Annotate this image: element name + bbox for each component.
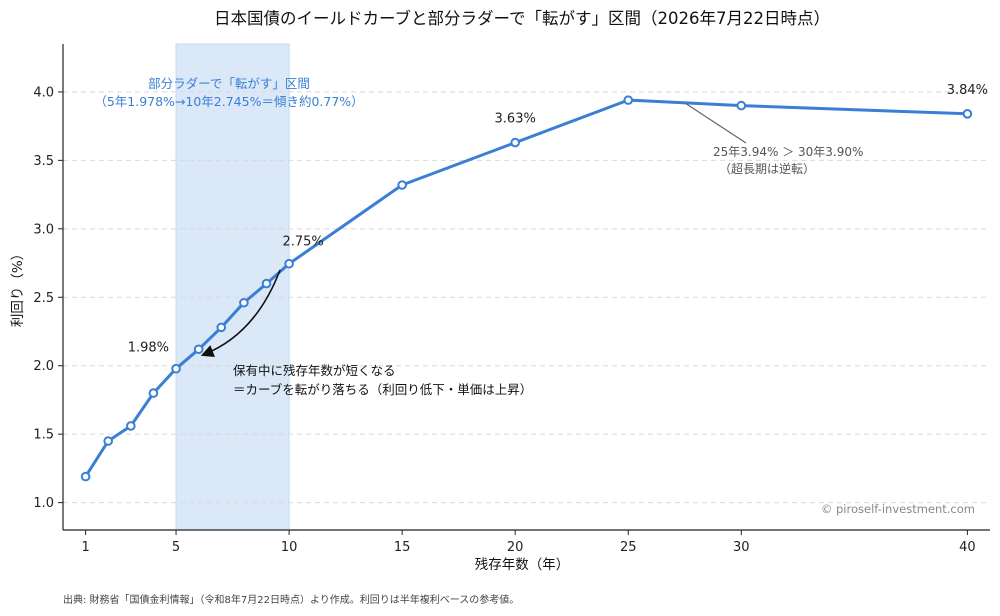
watermark: © piroself-investment.com bbox=[821, 502, 975, 516]
y-tick-label: 3.0 bbox=[33, 222, 54, 237]
shaded-region-label-line1: 部分ラダーで「転がす」区間 bbox=[148, 76, 310, 91]
data-point bbox=[193, 344, 204, 355]
x-tick-label: 5 bbox=[172, 540, 180, 555]
data-point bbox=[962, 109, 973, 119]
y-tick-label: 2.0 bbox=[33, 359, 54, 374]
ladder-shaded-region bbox=[175, 43, 290, 531]
rolldown-annotation-line1: 保有中に残存年数が短くなる bbox=[233, 363, 396, 378]
data-point bbox=[736, 100, 747, 111]
x-axis-ticks: 1 5 10 15 20 25 30 40 bbox=[81, 530, 976, 555]
shaded-region-label-line2: （5年1.978%→10年2.745%＝傾き約0.77%） bbox=[94, 94, 363, 109]
data-point bbox=[397, 180, 407, 190]
chart-title: 日本国債のイールドカーブと部分ラダーで「転がす」区間（2026年7月22日時点） bbox=[214, 8, 830, 28]
point-labels: 1.98% 2.75% 3.63% 3.84% bbox=[128, 83, 988, 356]
inversion-annotation-line2: （超長期は逆転） bbox=[719, 161, 815, 176]
point-label: 2.75% bbox=[282, 235, 323, 250]
y-tick-label: 1.0 bbox=[33, 496, 54, 511]
data-point bbox=[623, 95, 634, 105]
x-tick-label: 15 bbox=[394, 540, 411, 555]
y-tick-label: 2.5 bbox=[33, 291, 54, 306]
x-tick-label: 30 bbox=[733, 540, 750, 555]
data-point bbox=[171, 363, 181, 374]
data-point bbox=[148, 388, 159, 398]
data-point bbox=[284, 258, 294, 269]
point-label: 1.98% bbox=[128, 341, 169, 356]
data-point bbox=[80, 471, 91, 482]
yield-data-points bbox=[80, 95, 973, 482]
y-tick-label: 3.5 bbox=[33, 154, 54, 169]
inversion-pointer-line bbox=[684, 102, 747, 144]
y-tick-label: 4.0 bbox=[33, 85, 54, 100]
x-tick-label: 10 bbox=[281, 540, 298, 555]
rolldown-arrow bbox=[200, 269, 281, 358]
source-note: 出典: 財務省「国債金利情報」（令和8年7月22日時点）より作成。利回りは半年複… bbox=[63, 593, 519, 606]
data-point bbox=[239, 297, 249, 308]
point-label: 3.84% bbox=[947, 83, 988, 98]
data-point bbox=[261, 278, 272, 289]
y-axis-label: 利回り（%） bbox=[10, 247, 26, 327]
x-tick-label: 1 bbox=[81, 540, 89, 555]
data-point bbox=[216, 322, 227, 333]
inversion-annotation-line1: 25年3.94% ＞ 30年3.90% bbox=[713, 145, 863, 159]
data-point bbox=[510, 137, 520, 148]
data-point bbox=[126, 421, 136, 431]
x-tick-label: 20 bbox=[507, 540, 524, 555]
x-axis-label: 残存年数（年） bbox=[475, 557, 570, 573]
y-gridlines bbox=[63, 91, 990, 504]
rolldown-annotation-line2: ＝カーブを転がり落ちる（利回り低下・単価は上昇） bbox=[233, 382, 532, 397]
y-tick-label: 1.5 bbox=[33, 428, 54, 443]
x-tick-label: 40 bbox=[959, 540, 976, 555]
point-label: 3.63% bbox=[495, 112, 536, 127]
data-point bbox=[103, 436, 114, 446]
x-tick-label: 25 bbox=[620, 540, 637, 555]
y-axis-ticks: 1.0 1.5 2.0 2.5 3.0 3.5 4.0 bbox=[33, 85, 63, 511]
